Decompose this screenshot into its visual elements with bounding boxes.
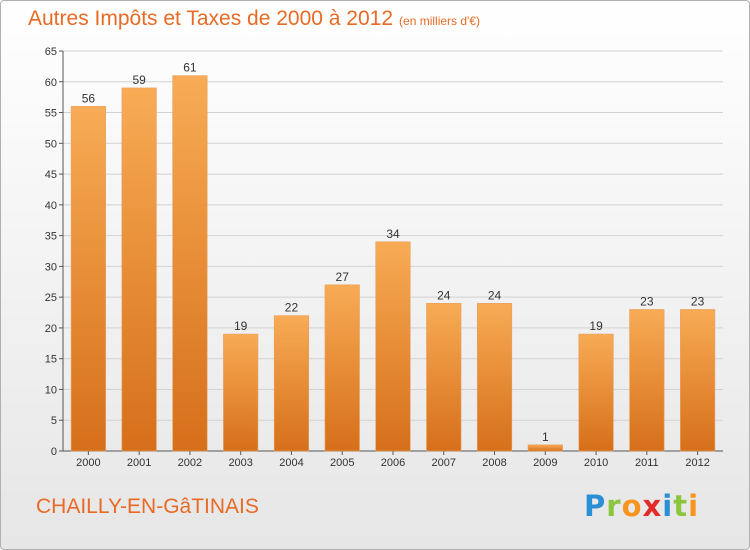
bar bbox=[273, 315, 310, 452]
bar-value-label: 27 bbox=[336, 270, 350, 284]
y-tick-label: 10 bbox=[45, 384, 57, 396]
bars: 56 59 61 19 22 27 34 24 24 1 19 23 23 bbox=[70, 61, 716, 452]
x-tick-label: 2000 bbox=[76, 457, 100, 469]
logo-letter: r bbox=[606, 489, 622, 523]
y-tick-label: 0 bbox=[51, 446, 57, 458]
bar bbox=[172, 75, 208, 452]
bar-value-label: 59 bbox=[132, 73, 146, 87]
logo-letter: i bbox=[688, 489, 700, 523]
chart-title: Autres Impôts et Taxes de 2000 à 2012 (en… bbox=[28, 7, 480, 31]
y-tick-label: 60 bbox=[45, 77, 57, 89]
bar-value-label: 19 bbox=[589, 319, 603, 333]
bar-value-label: 34 bbox=[386, 227, 400, 241]
y-tick-label: 30 bbox=[45, 261, 57, 273]
bar bbox=[121, 87, 157, 452]
bar-value-label: 22 bbox=[285, 301, 299, 315]
x-tick-label: 2008 bbox=[482, 457, 506, 469]
y-tick-label: 25 bbox=[45, 292, 57, 304]
bar-value-label: 56 bbox=[82, 91, 96, 105]
bar bbox=[223, 333, 259, 452]
y-tick-label: 55 bbox=[45, 108, 57, 120]
y-tick-label: 5 bbox=[51, 415, 57, 427]
commune-name: CHAILLY-EN-GâTINAIS bbox=[36, 495, 259, 518]
x-tick-label: 2007 bbox=[432, 457, 456, 469]
y-tick-label: 50 bbox=[45, 138, 57, 150]
bar bbox=[680, 309, 716, 452]
x-tick-label: 2002 bbox=[178, 457, 202, 469]
chart-unit: (en milliers d'€) bbox=[399, 14, 481, 28]
bar-value-label: 19 bbox=[234, 319, 248, 333]
bar bbox=[426, 303, 462, 452]
bar-value-label: 24 bbox=[437, 288, 451, 302]
x-tick-label: 2006 bbox=[381, 457, 405, 469]
y-tick-label: 65 bbox=[45, 46, 57, 58]
axes: 0 5 10 15 20 25 30 35 40 45 50 55 60 65 2000 2001 2002 20… bbox=[45, 46, 723, 469]
x-tick-label: 2012 bbox=[685, 457, 709, 469]
bar bbox=[578, 333, 614, 452]
bar-value-label: 1 bbox=[542, 430, 549, 444]
y-tick-label: 20 bbox=[45, 323, 57, 335]
logo-letter: P bbox=[584, 489, 607, 523]
bar-value-label: 23 bbox=[691, 294, 705, 308]
y-tick-label: 40 bbox=[45, 200, 57, 212]
bar bbox=[324, 284, 360, 452]
bar bbox=[70, 106, 106, 452]
bar-value-label: 24 bbox=[488, 288, 502, 302]
x-tick-label: 2001 bbox=[127, 457, 151, 469]
y-tick-label: 15 bbox=[45, 354, 57, 366]
x-tick-label: 2005 bbox=[330, 457, 354, 469]
bar bbox=[476, 303, 513, 452]
bar-value-label: 23 bbox=[640, 294, 654, 308]
x-tick-label: 2003 bbox=[228, 457, 252, 469]
y-tick-label: 35 bbox=[45, 231, 57, 243]
logo-letter: x bbox=[642, 489, 663, 523]
x-tick-label: 2009 bbox=[533, 457, 557, 469]
bar bbox=[375, 241, 411, 452]
bar-value-label: 61 bbox=[183, 61, 197, 75]
bar bbox=[629, 309, 665, 452]
logo-letter: o bbox=[621, 489, 643, 523]
bar bbox=[527, 444, 563, 452]
logo-letter: i bbox=[662, 489, 674, 523]
y-tick-label: 45 bbox=[45, 169, 57, 181]
x-tick-label: 2011 bbox=[635, 457, 659, 469]
chart-title-text: Autres Impôts et Taxes de 2000 à 2012 bbox=[28, 7, 394, 30]
proxiti-logo: Proxiti bbox=[584, 489, 699, 523]
x-tick-label: 2004 bbox=[279, 457, 303, 469]
x-tick-label: 2010 bbox=[584, 457, 608, 469]
logo-letter: t bbox=[673, 489, 689, 523]
